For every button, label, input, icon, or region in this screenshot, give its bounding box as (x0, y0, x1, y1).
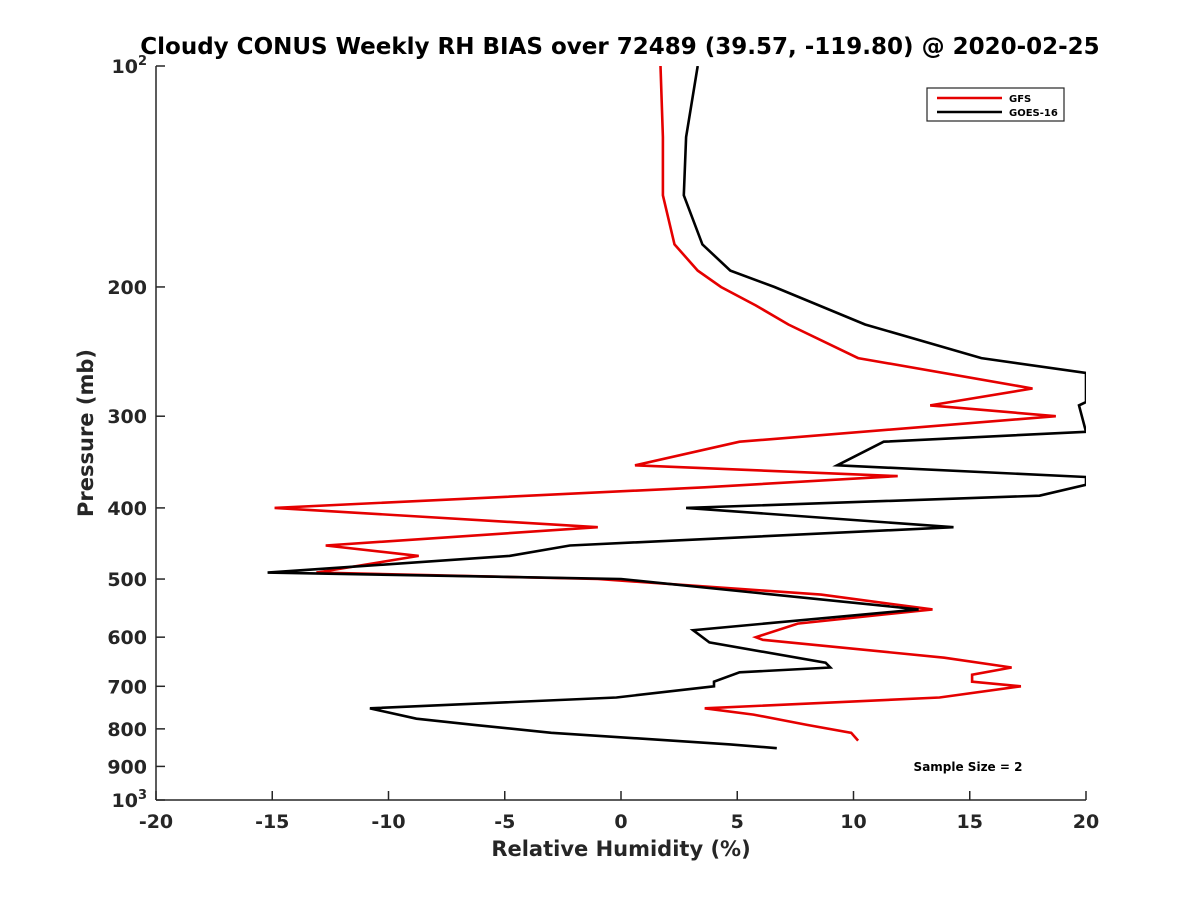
y-tick-label: 500 (107, 569, 147, 591)
y-tick-label: 600 (107, 627, 147, 649)
x-tick-label: 20 (1073, 811, 1099, 833)
plot-lines (267, 66, 1086, 750)
x-tick-label: 0 (614, 811, 627, 833)
y-tick-label: 800 (107, 719, 147, 741)
x-tick-label: -10 (371, 811, 405, 833)
y-axis-ticks: 102 200 300 400 500 600 700 800 900 103 (107, 54, 165, 812)
y-tick-label: 400 (107, 498, 147, 520)
x-tick-label: 5 (731, 811, 744, 833)
legend-label: GOES-16 (1009, 108, 1058, 119)
y-tick-label: 200 (107, 277, 147, 299)
x-axis-label: Relative Humidity (%) (491, 837, 750, 861)
y-tick-label: 103 (112, 788, 148, 812)
y-tick-label: 300 (107, 406, 147, 428)
y-tick-label: 700 (107, 676, 147, 698)
chart-title: Cloudy CONUS Weekly RH BIAS over 72489 (… (140, 34, 1099, 60)
y-tick-label: 102 (112, 54, 148, 78)
sample-size-annotation: Sample Size = 2 (914, 760, 1023, 774)
legend-label: GFS (1009, 94, 1031, 105)
x-tick-label: 10 (840, 811, 866, 833)
axes (155, 66, 1086, 801)
x-tick-label: -5 (494, 811, 515, 833)
y-tick-label: 900 (107, 756, 147, 778)
series-line-goes-16 (267, 66, 1086, 750)
legend: GFS GOES-16 (926, 87, 1065, 122)
x-tick-label: 15 (957, 811, 983, 833)
y-tick-exponent: 2 (138, 54, 147, 69)
x-tick-label: -15 (255, 811, 289, 833)
x-tick-label: -20 (139, 811, 173, 833)
y-tick-exponent: 3 (138, 788, 147, 803)
legend-box (926, 87, 1065, 122)
series-line-gfs (274, 66, 1056, 742)
y-axis-label: Pressure (mb) (74, 349, 98, 517)
x-axis-ticks: -20 -15 -10 -5 0 5 10 15 20 (139, 791, 1099, 833)
